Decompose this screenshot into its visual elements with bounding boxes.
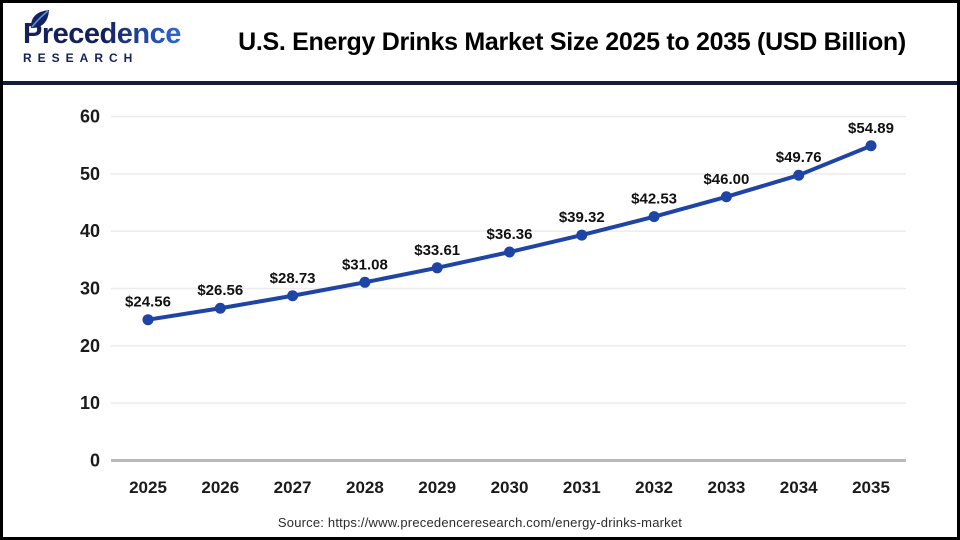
x-axis-label: 2028	[346, 478, 384, 497]
y-axis-tick-label: 40	[80, 221, 100, 241]
source-note: Source: https://www.precedenceresearch.c…	[277, 515, 683, 530]
data-point	[504, 246, 515, 258]
data-point-label: $39.32	[559, 209, 605, 226]
y-axis-tick-label: 10	[80, 393, 100, 413]
data-point-label: $54.89	[848, 120, 894, 137]
data-point-label: $33.61	[414, 242, 460, 259]
data-point	[865, 140, 877, 152]
x-axis-label: 2027	[274, 478, 312, 497]
data-point	[793, 169, 805, 181]
data-point-label: $28.73	[270, 270, 316, 287]
data-point-label: $46.00	[703, 171, 749, 188]
data-point	[648, 211, 660, 223]
data-point-label: $36.36	[487, 226, 533, 243]
brand-name: Precedence	[23, 20, 213, 49]
x-axis-label: 2030	[491, 478, 529, 497]
x-axis-label: 2029	[418, 478, 456, 497]
data-point	[287, 290, 299, 302]
leaf-icon	[29, 8, 51, 35]
data-point-label: $31.08	[342, 256, 388, 273]
brand-subtitle: RESEARCH	[23, 52, 213, 64]
y-axis-tick-label: 30	[80, 279, 100, 299]
line-chart: 0 10 20 30 40 50 60 2025 2026 2027 2028 2029 2030 203…	[3, 85, 957, 515]
data-point-label: $42.53	[631, 191, 677, 208]
x-axis-label: 2025	[129, 478, 167, 497]
data-point-label: $26.56	[197, 282, 243, 299]
data-point-label: $49.76	[776, 149, 822, 166]
y-axis-tick-label: 60	[80, 107, 100, 127]
x-axis-label: 2035	[852, 478, 890, 497]
x-axis-label: 2034	[780, 478, 818, 497]
brand-logo: Precedence RESEARCH	[3, 10, 213, 64]
y-axis-tick-label: 0	[90, 451, 100, 471]
data-point	[431, 262, 443, 274]
header-divider	[3, 81, 957, 85]
y-axis-tick-label: 50	[80, 164, 100, 184]
header: Precedence RESEARCH U.S. Energy Drinks M…	[3, 3, 957, 81]
data-point	[142, 314, 154, 326]
page-title: U.S. Energy Drinks Market Size 2025 to 2…	[238, 27, 906, 56]
x-axis-label: 2031	[563, 478, 601, 497]
data-point-label: $24.56	[125, 294, 171, 311]
data-point	[576, 229, 588, 241]
data-point	[720, 191, 732, 203]
data-point	[359, 276, 371, 288]
x-axis-label: 2032	[635, 478, 673, 497]
y-axis-tick-label: 20	[80, 336, 100, 356]
data-point	[214, 302, 226, 314]
x-axis-label: 2033	[707, 478, 745, 497]
x-axis-label: 2026	[201, 478, 239, 497]
